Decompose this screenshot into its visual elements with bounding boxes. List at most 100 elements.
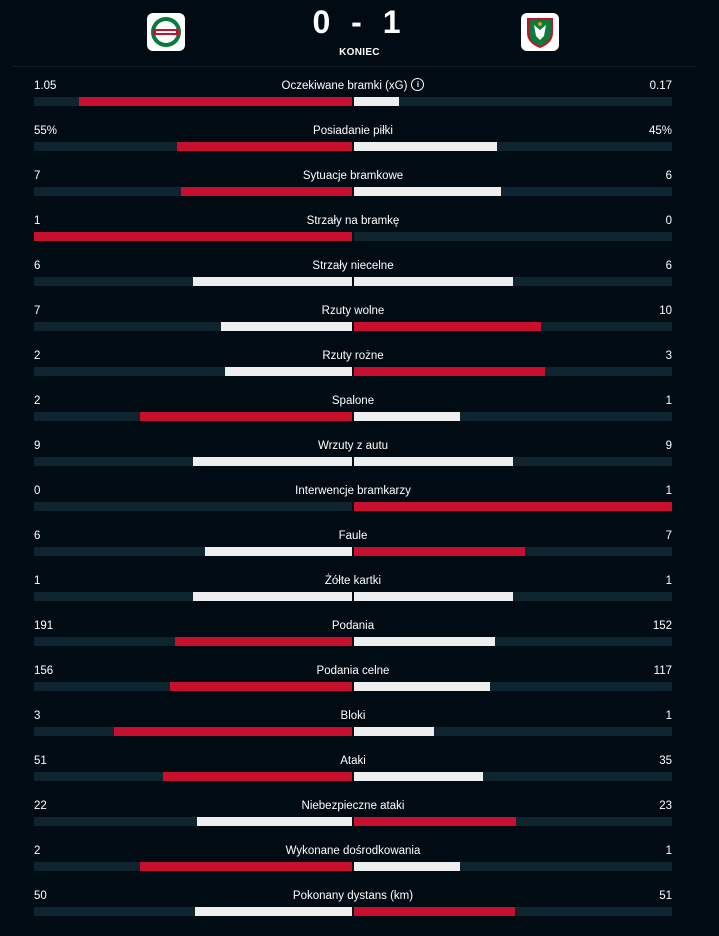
away-bar-fill xyxy=(354,727,434,736)
stat-home-value: 1 xyxy=(34,215,41,227)
home-bar-fill xyxy=(139,862,352,871)
away-bar-track xyxy=(354,907,672,916)
stat-home-value: 2 xyxy=(34,395,41,407)
stat-away-value: 9 xyxy=(665,440,672,452)
away-bar-fill xyxy=(354,907,515,916)
stat-row: 156 Podania celne 117 xyxy=(0,658,719,703)
away-bar-fill xyxy=(354,412,460,421)
stat-label-row: 50 Pokonany dystans (km) 51 xyxy=(34,888,672,904)
stat-name: Rzuty rożne xyxy=(322,350,384,362)
away-bar-track xyxy=(354,277,672,286)
info-icon[interactable]: i xyxy=(411,78,425,92)
stat-home-value: 156 xyxy=(34,665,54,677)
match-score: 0 - 1 xyxy=(312,4,407,40)
home-bar-fill xyxy=(170,682,352,691)
stat-row: 7 Rzuty wolne 10 xyxy=(0,298,719,343)
stat-label: Sytuacje bramkowe xyxy=(34,168,672,184)
stat-name: Strzały na bramkę xyxy=(306,215,400,227)
stat-home-value: 1.05 xyxy=(34,80,57,92)
stat-home-value: 6 xyxy=(34,260,41,272)
stat-home-value: 6 xyxy=(34,530,41,542)
stat-label: Wrzuty z autu xyxy=(34,438,672,454)
away-bar-fill xyxy=(354,592,513,601)
stat-away-value: 6 xyxy=(665,260,672,272)
stat-name: Interwencje bramkarzy xyxy=(295,485,411,497)
home-bar-track xyxy=(34,682,352,691)
away-team-logo[interactable] xyxy=(521,13,559,51)
stat-label: Faule xyxy=(34,528,672,544)
stat-row: 2 Spalone 1 xyxy=(0,388,719,433)
stat-away-value: 0 xyxy=(665,215,672,227)
stat-row: 0 Interwencje bramkarzy 1 xyxy=(0,478,719,523)
home-bar-track xyxy=(34,772,352,781)
stat-row: 55% Posiadanie piłki 45% xyxy=(0,118,719,163)
stat-label-row: 3 Bloki 1 xyxy=(34,708,672,724)
stat-away-value: 1 xyxy=(665,845,672,857)
stat-label: Oczekiwane bramki (xG) i xyxy=(34,78,672,94)
stat-row: 6 Strzały niecelne 6 xyxy=(0,253,719,298)
stat-row: 1 Strzały na bramkę 0 xyxy=(0,208,719,253)
stat-label-row: 2 Spalone 1 xyxy=(34,393,672,409)
stat-home-value: 3 xyxy=(34,710,41,722)
stat-label-row: 2 Wykonane dośrodkowania 1 xyxy=(34,843,672,859)
stat-label-row: 7 Rzuty wolne 10 xyxy=(34,303,672,319)
stat-label-row: 9 Wrzuty z autu 9 xyxy=(34,438,672,454)
away-bar-fill xyxy=(354,637,495,646)
slask-crest-icon xyxy=(527,18,553,48)
stat-home-value: 1 xyxy=(34,575,41,587)
stat-label: Podania celne xyxy=(34,663,672,679)
stat-name: Wykonane dośrodkowania xyxy=(285,845,421,857)
match-header: 0 - 1 KONIEC xyxy=(0,0,719,66)
stat-away-value: 51 xyxy=(659,890,672,902)
home-bar-track xyxy=(34,727,352,736)
stat-name: Rzuty wolne xyxy=(321,305,385,317)
stat-away-value: 23 xyxy=(659,800,672,812)
stats-list: 1.05 Oczekiwane bramki (xG) i 0.17 55% Posiad… xyxy=(0,73,719,928)
home-bar-track xyxy=(34,412,352,421)
stat-label: Spalone xyxy=(34,393,672,409)
stat-row: 50 Pokonany dystans (km) 51 xyxy=(0,883,719,928)
home-bar-track xyxy=(34,457,352,466)
home-bar-fill xyxy=(220,322,352,331)
away-bar-fill xyxy=(354,142,498,151)
home-bar-track xyxy=(34,502,352,511)
stat-row: 3 Bloki 1 xyxy=(0,703,719,748)
home-bar-track xyxy=(34,592,352,601)
stat-name: Faule xyxy=(338,530,368,542)
stat-row: 22 Niebezpieczne ataki 23 xyxy=(0,793,719,838)
home-bar-fill xyxy=(193,457,352,466)
stat-row: 1.05 Oczekiwane bramki (xG) i 0.17 xyxy=(0,73,719,118)
home-bar-fill xyxy=(194,907,352,916)
stat-away-value: 10 xyxy=(659,305,672,317)
stat-name: Wrzuty z autu xyxy=(317,440,389,452)
stat-away-value: 1 xyxy=(665,575,672,587)
home-bar-fill xyxy=(139,412,352,421)
away-bar-fill xyxy=(354,367,545,376)
away-bar-track xyxy=(354,637,672,646)
home-bar-fill xyxy=(205,547,352,556)
home-bar-track xyxy=(34,817,352,826)
stat-home-value: 7 xyxy=(34,305,41,317)
away-bar-track xyxy=(354,97,672,106)
home-bar-track xyxy=(34,232,352,241)
stat-away-value: 7 xyxy=(665,530,672,542)
stat-label-row: 1 Żółte kartki 1 xyxy=(34,573,672,589)
away-bar-fill xyxy=(354,457,513,466)
home-bar-fill xyxy=(78,97,352,106)
stat-label-row: 55% Posiadanie piłki 45% xyxy=(34,123,672,139)
away-bar-fill xyxy=(354,862,460,871)
home-team-logo[interactable] xyxy=(147,13,185,51)
away-bar-track xyxy=(354,547,672,556)
stat-label-row: 1.05 Oczekiwane bramki (xG) i 0.17 xyxy=(34,78,672,94)
stat-row: 1 Żółte kartki 1 xyxy=(0,568,719,613)
stat-name: Oczekiwane bramki (xG) xyxy=(281,80,408,92)
home-bar-fill xyxy=(224,367,352,376)
away-bar-track xyxy=(354,682,672,691)
away-bar-track xyxy=(354,502,672,511)
home-bar-track xyxy=(34,907,352,916)
stat-home-value: 7 xyxy=(34,170,41,182)
stat-away-value: 6 xyxy=(665,170,672,182)
home-bar-fill xyxy=(113,727,352,736)
home-bar-track xyxy=(34,322,352,331)
away-bar-fill xyxy=(354,682,491,691)
